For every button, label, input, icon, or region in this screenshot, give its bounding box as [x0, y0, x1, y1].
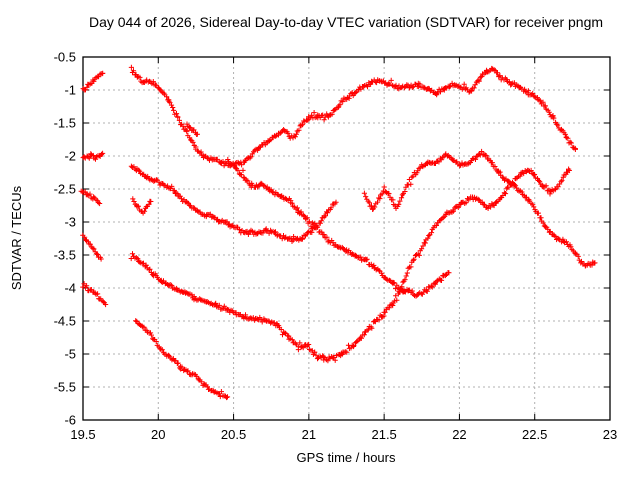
- x-tick-label: 21.5: [371, 427, 396, 442]
- y-tick-label: -0.5: [54, 50, 76, 65]
- x-tick-label: 22.5: [522, 427, 547, 442]
- series-trace-2-descending-mid: [128, 163, 339, 244]
- y-tick-label: -3.5: [54, 248, 76, 263]
- y-tick-label: -3: [64, 215, 76, 230]
- x-tick-label: 21: [302, 427, 316, 442]
- y-tick-label: -5.5: [54, 380, 76, 395]
- series-trace-6-steep-rise: [396, 166, 572, 294]
- plot-border-rect: [82, 56, 611, 421]
- x-tick-label: 20: [151, 427, 165, 442]
- series-left-edge-segment-5: [80, 281, 109, 308]
- chart-title: Day 044 of 2026, Sidereal Day-to-day VTE…: [89, 14, 603, 30]
- tick-labels: 19.5 20 20.5 21 21.5 22 22.5 23 -6 -5.5 -5 -4.5 -4 -3…: [54, 50, 618, 443]
- series-left-edge-segment-2: [80, 150, 106, 162]
- y-tick-label: -4.5: [54, 314, 76, 329]
- data-series: [78, 64, 598, 401]
- grid-lines: [82, 56, 611, 421]
- series-trace-4-long-dip: [128, 251, 452, 364]
- series-left-edge-segment-top: [80, 70, 106, 93]
- plot-border-and-ticks: [82, 56, 611, 421]
- series-trace-7-w-start-fall: [361, 148, 598, 269]
- y-tick-label: -2.5: [54, 182, 76, 197]
- series-trace-1-main-upper: [128, 64, 578, 169]
- x-tick-label: 23: [603, 427, 617, 442]
- series-detached-v-segment: [130, 196, 154, 216]
- y-tick-label: -5: [64, 347, 76, 362]
- y-tick-label: -2: [64, 149, 76, 164]
- series-trace-5-bottom: [133, 318, 231, 401]
- y-tick-label: -4: [64, 281, 76, 296]
- y-axis-label: SDTVAR / TECUs: [9, 185, 24, 290]
- x-tick-label: 19.5: [70, 427, 95, 442]
- y-tick-label: -1.5: [54, 116, 76, 131]
- x-axis-label: GPS time / hours: [297, 450, 396, 465]
- series-left-edge-segment-4: [80, 232, 104, 262]
- y-tick-label: -6: [64, 413, 76, 428]
- series-detached-parallel-segment: [184, 121, 200, 137]
- series-left-edge-segment-3: [78, 188, 103, 207]
- x-tick-label: 20.5: [221, 427, 246, 442]
- series-trace-3-crossing-down: [225, 156, 408, 295]
- x-tick-label: 22: [452, 427, 466, 442]
- y-tick-label: -1: [64, 83, 76, 98]
